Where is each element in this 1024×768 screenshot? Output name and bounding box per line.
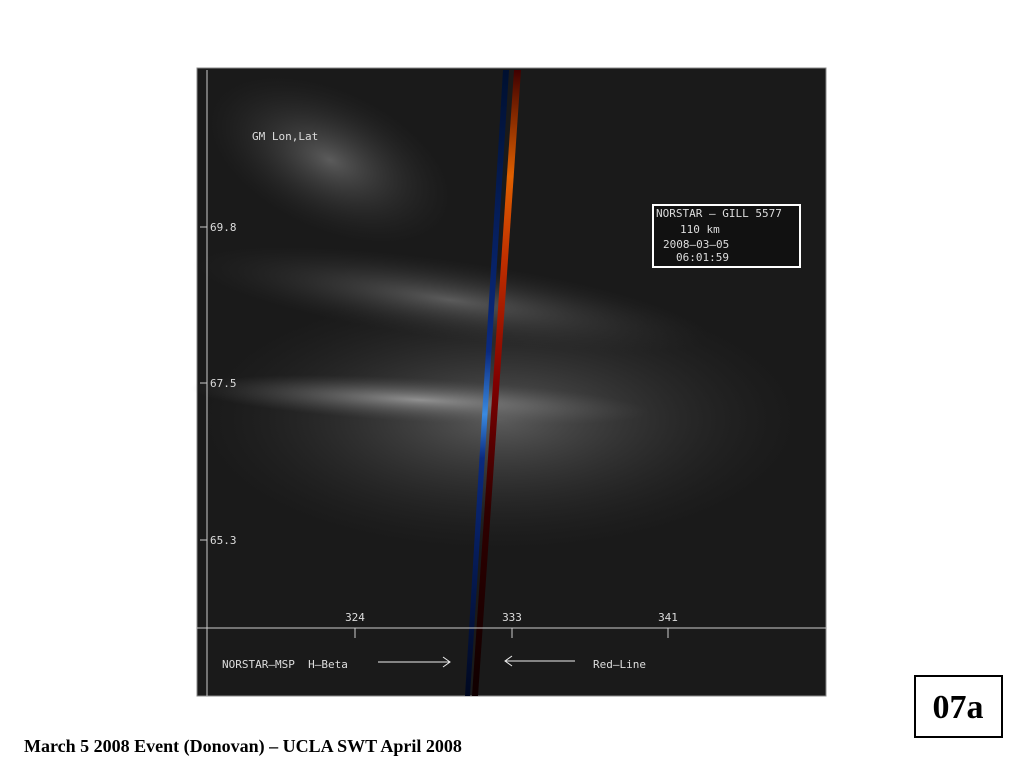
lat-label: 67.5 — [210, 377, 237, 390]
info-line: 2008–03–05 — [663, 238, 729, 251]
image-label: GM Lon,Lat — [252, 130, 318, 143]
info-line: NORSTAR – GILL 5577 — [656, 207, 782, 220]
slide-id: 07a — [933, 689, 984, 726]
aurora-image: GM Lon,Lat NORSTAR – GILL 5577 110 km 20… — [190, 67, 827, 697]
caption: March 5 2008 Event (Donovan) – UCLA SWT … — [24, 736, 462, 757]
info-line: 06:01:59 — [676, 251, 729, 264]
lon-label: 324 — [345, 611, 365, 624]
lon-label: 341 — [658, 611, 678, 624]
lat-label: 69.8 — [210, 221, 237, 234]
info-line: 110 km — [680, 223, 720, 236]
right-legend: Red–Line — [593, 658, 646, 671]
slide-id-box — [914, 675, 1003, 738]
left-legend: NORSTAR–MSP H–Beta — [222, 658, 348, 671]
lon-label: 333 — [502, 611, 522, 624]
lat-label: 65.3 — [210, 534, 237, 547]
